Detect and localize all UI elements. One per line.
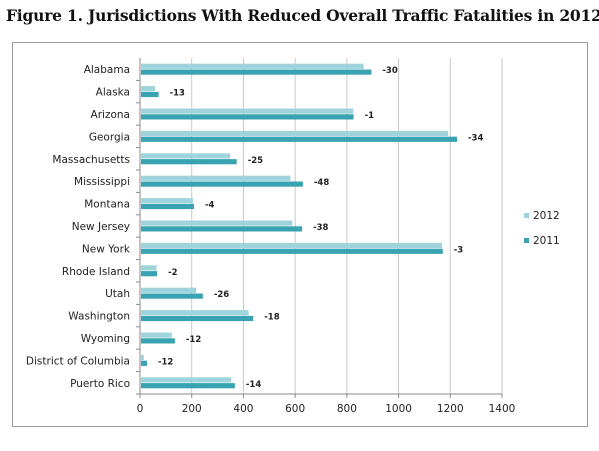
x-tick-label: 0 xyxy=(137,403,144,415)
category-label: Utah xyxy=(105,288,130,300)
bar-2012 xyxy=(141,130,449,137)
bar-2011 xyxy=(141,136,458,142)
bar-2011 xyxy=(141,114,354,120)
category-label: Georgia xyxy=(89,131,130,143)
bar-2012 xyxy=(141,198,194,204)
category-label: Montana xyxy=(84,199,130,211)
data-label: -34 xyxy=(468,133,483,143)
category-label: Washington xyxy=(68,311,130,323)
bar-2012 xyxy=(141,175,291,181)
data-label: -25 xyxy=(248,156,263,166)
bar-2011 xyxy=(141,248,443,254)
data-label: -26 xyxy=(214,290,229,300)
bar-2012 xyxy=(141,265,157,271)
bar-2011 xyxy=(141,203,195,210)
bar-2011 xyxy=(141,383,235,389)
bar-2012 xyxy=(141,310,249,316)
bar-2012 xyxy=(141,242,443,249)
bar-2012 xyxy=(141,86,156,92)
bar-2011 xyxy=(141,271,158,277)
bar-2011 xyxy=(141,69,372,75)
data-label: -38 xyxy=(313,223,328,233)
bar-2012 xyxy=(141,287,197,293)
bar-2011 xyxy=(141,360,147,366)
data-label: -48 xyxy=(314,178,329,188)
bar-2011 xyxy=(141,315,254,322)
category-label: District of Columbia xyxy=(26,355,130,367)
data-label: -12 xyxy=(186,335,201,345)
category-label: Mississippi xyxy=(74,176,130,188)
bar-2012 xyxy=(141,63,364,69)
bar-2012 xyxy=(141,354,144,361)
data-label: -18 xyxy=(264,313,279,323)
data-label: -3 xyxy=(454,245,464,255)
data-label: -13 xyxy=(170,89,185,99)
category-label: Arizona xyxy=(91,109,130,121)
category-label: Alabama xyxy=(84,64,130,76)
x-tick-label: 400 xyxy=(233,403,253,415)
bar-2012 xyxy=(141,377,232,383)
data-label: -30 xyxy=(382,66,397,76)
bar-2011 xyxy=(141,181,303,187)
bar-2011 xyxy=(141,159,237,165)
x-tick-label: 1000 xyxy=(385,403,412,415)
legend-label-2011: 2011 xyxy=(533,235,560,247)
x-tick-label: 200 xyxy=(182,403,202,415)
x-tick-label: 1200 xyxy=(437,403,464,415)
category-label: Puerto Rico xyxy=(70,378,130,390)
x-tick-label: 800 xyxy=(337,403,357,415)
bar-2012 xyxy=(141,220,293,226)
bar-2012 xyxy=(141,332,172,338)
category-label: Rhode Island xyxy=(62,266,130,278)
legend-swatch-2012 xyxy=(524,213,529,218)
category-label: New Jersey xyxy=(72,221,130,233)
data-label: -12 xyxy=(158,357,173,367)
data-label: -4 xyxy=(205,201,215,211)
category-label: Massachusetts xyxy=(52,154,130,166)
bar-2012 xyxy=(141,108,354,114)
bar-2011 xyxy=(141,338,175,344)
figure-title: Figure 1. Jurisdictions With Reduced Ove… xyxy=(6,6,599,25)
category-label: Wyoming xyxy=(81,333,130,345)
data-label: -2 xyxy=(168,268,178,278)
data-label: -1 xyxy=(365,111,375,121)
category-label: Alaska xyxy=(96,87,130,99)
bar-2011 xyxy=(141,226,303,232)
legend-swatch-2011 xyxy=(524,238,529,243)
x-tick-label: 1400 xyxy=(489,403,516,415)
data-label: -14 xyxy=(246,380,261,390)
bar-2011 xyxy=(141,293,203,299)
bar-2012 xyxy=(141,153,231,159)
legend-label-2012: 2012 xyxy=(533,210,560,222)
chart-frame xyxy=(12,42,588,427)
bar-2011 xyxy=(141,91,159,98)
x-tick-label: 600 xyxy=(285,403,305,415)
category-label: New York xyxy=(82,243,131,255)
